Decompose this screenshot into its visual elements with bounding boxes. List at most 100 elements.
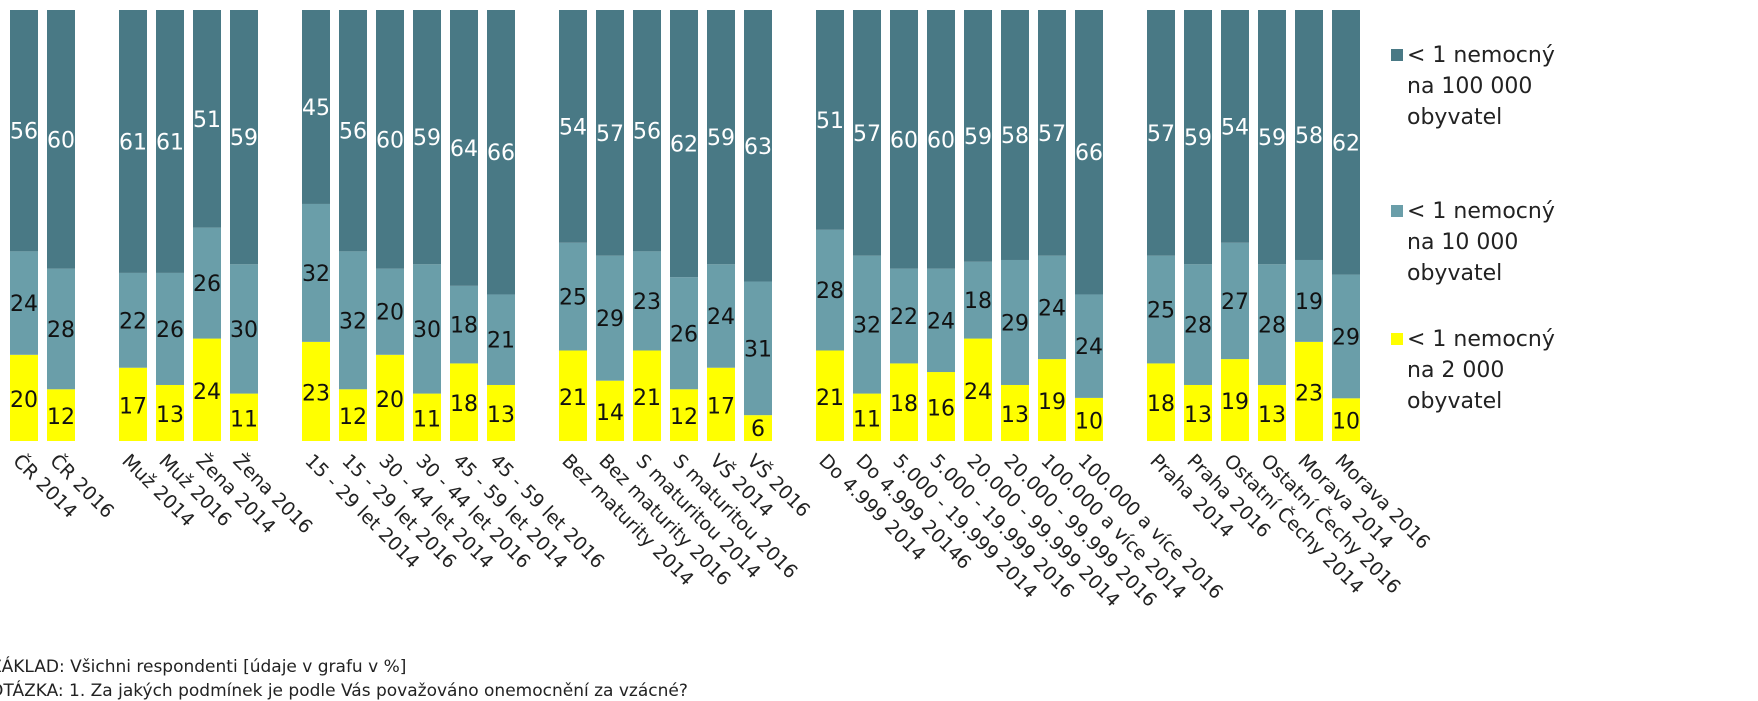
bar-segment <box>413 393 441 441</box>
bar-segment <box>47 268 75 390</box>
data-label: 20 <box>10 388 38 413</box>
data-label: 58 <box>1295 124 1323 149</box>
data-label: 14 <box>596 401 624 426</box>
bar-segment <box>927 10 955 269</box>
data-label: 11 <box>413 407 441 432</box>
data-label: 18 <box>450 392 478 417</box>
data-label: 12 <box>47 405 75 430</box>
bar-segment <box>47 389 75 441</box>
bar-segment <box>1332 10 1360 275</box>
data-label: 45 <box>302 96 330 121</box>
bar-segment <box>816 10 844 230</box>
data-label: 60 <box>927 128 955 153</box>
bar-segment <box>119 272 147 368</box>
bar-segment <box>413 10 441 265</box>
bar-segment <box>707 10 735 265</box>
data-label: 13 <box>156 403 184 428</box>
bar-segment <box>1258 264 1286 385</box>
data-label: 59 <box>1258 126 1286 151</box>
data-label: 18 <box>1147 392 1175 417</box>
bar-segment <box>1221 10 1249 243</box>
data-label: 62 <box>670 133 698 158</box>
data-label: 24 <box>927 309 955 334</box>
bar-segment <box>964 261 992 339</box>
data-label: 61 <box>156 130 184 155</box>
bar-segment <box>10 251 38 355</box>
bar-segment <box>302 10 330 204</box>
data-label: 30 <box>230 318 258 343</box>
data-label: 56 <box>10 120 38 145</box>
bar-segment <box>156 272 184 385</box>
data-label: 13 <box>1258 403 1286 428</box>
data-label: 19 <box>1038 390 1066 415</box>
data-label: 57 <box>853 122 881 147</box>
bar-segment <box>1332 274 1360 399</box>
data-label: 63 <box>744 135 772 160</box>
data-label: 26 <box>193 272 221 297</box>
data-label: 29 <box>596 307 624 332</box>
bar-segment <box>927 372 955 441</box>
bar-segment <box>156 384 184 441</box>
bar-segment <box>890 10 918 269</box>
bar-segment <box>890 363 918 441</box>
bar-segment <box>964 338 992 441</box>
data-label: 24 <box>707 305 735 330</box>
bar-segment <box>964 10 992 262</box>
bar-segment <box>339 389 367 441</box>
bar-segment <box>10 354 38 441</box>
bar-segment <box>1258 384 1286 441</box>
data-label: 22 <box>119 309 147 334</box>
data-label: 59 <box>413 126 441 151</box>
data-label: 20 <box>376 388 404 413</box>
data-label: 26 <box>670 322 698 347</box>
bar-segment <box>193 10 221 228</box>
data-label: 59 <box>707 126 735 151</box>
bar-segment <box>302 203 330 342</box>
data-label: 28 <box>47 318 75 343</box>
bar-segment <box>633 10 661 252</box>
bar-segment <box>487 294 515 385</box>
bar-segment <box>10 10 38 252</box>
bar-segment <box>853 10 881 256</box>
data-label: 32 <box>339 309 367 334</box>
data-label: 60 <box>376 128 404 153</box>
bar-segment <box>450 363 478 441</box>
footer-question: OTÁZKA: 1. Za jakých podmínek je podle V… <box>0 681 688 701</box>
bar-segment <box>450 285 478 364</box>
bar-segment <box>1001 384 1029 441</box>
bar-segment <box>1295 341 1323 441</box>
data-label: 10 <box>1332 410 1360 435</box>
bar-segment <box>670 277 698 390</box>
data-label: 61 <box>119 130 147 155</box>
bar-segment <box>230 264 258 394</box>
bar-segment <box>1184 384 1212 441</box>
data-label: 60 <box>890 128 918 153</box>
legend-label: < 1 nemocný <box>1407 199 1555 224</box>
data-label: 12 <box>339 405 367 430</box>
bar-segment <box>339 251 367 390</box>
data-label: 26 <box>156 318 184 343</box>
data-label: 64 <box>450 137 478 162</box>
bar-segment <box>744 10 772 282</box>
data-label: 16 <box>927 397 955 422</box>
bar-segment <box>890 268 918 364</box>
data-label: 21 <box>816 386 844 411</box>
data-label: 17 <box>707 394 735 419</box>
data-label: 66 <box>487 141 515 166</box>
bar-segment <box>47 10 75 269</box>
data-label: 30 <box>413 318 441 343</box>
bar-segment <box>816 350 844 441</box>
bar-segment <box>559 242 587 351</box>
bar-segment <box>376 268 404 355</box>
data-label: 11 <box>853 407 881 432</box>
bar-segment <box>193 227 221 339</box>
bar-segment <box>302 341 330 441</box>
bar-segment <box>853 255 881 394</box>
legend-label: < 1 nemocný <box>1407 43 1555 68</box>
bar-segment <box>1075 294 1103 398</box>
legend-label: na 100 000 <box>1407 74 1532 99</box>
data-label: 32 <box>302 262 330 287</box>
bar-segment <box>1038 10 1066 256</box>
legend-label: obyvatel <box>1407 105 1502 130</box>
data-label: 62 <box>1332 131 1360 156</box>
